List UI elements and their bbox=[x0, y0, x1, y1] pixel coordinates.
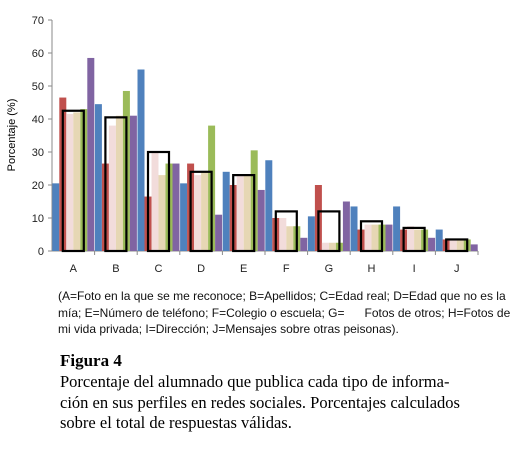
bar bbox=[342, 201, 350, 251]
caption-line: Porcentaje del alumnado que publica cada… bbox=[60, 372, 450, 391]
bar bbox=[243, 175, 251, 251]
bar bbox=[215, 214, 223, 251]
total-outline-bar bbox=[317, 210, 341, 253]
caption-line: ción en sus perfiles en redes sociales. … bbox=[60, 392, 460, 412]
bar bbox=[470, 244, 478, 251]
y-axis-label: Porcentaje (%) bbox=[6, 99, 18, 172]
figure-title: Figura 4 bbox=[60, 351, 122, 370]
bar bbox=[222, 171, 230, 251]
bar bbox=[201, 171, 209, 251]
bar bbox=[52, 183, 60, 251]
x-tick-label: H bbox=[368, 263, 376, 275]
bar bbox=[129, 115, 137, 251]
bar bbox=[172, 163, 180, 251]
bar bbox=[407, 226, 415, 251]
total-outline-bar bbox=[189, 170, 213, 253]
bar bbox=[414, 229, 422, 251]
y-tick-label: 70 bbox=[32, 15, 44, 27]
total-outline-layer bbox=[61, 109, 469, 253]
bar bbox=[321, 242, 329, 251]
bar bbox=[108, 125, 116, 251]
bar bbox=[428, 237, 436, 251]
bar bbox=[115, 115, 123, 251]
y-tick-label: 60 bbox=[32, 48, 44, 60]
total-outline-bar bbox=[359, 220, 384, 253]
total-outline-bar bbox=[61, 109, 85, 253]
bar bbox=[350, 206, 358, 251]
total-outline-bar bbox=[445, 238, 469, 253]
bar bbox=[435, 229, 443, 251]
bar bbox=[393, 206, 401, 251]
total-outline-bar bbox=[274, 210, 298, 253]
y-tick-label: 30 bbox=[32, 147, 44, 159]
bar bbox=[94, 104, 102, 252]
x-tick-label: C bbox=[155, 263, 163, 275]
bar bbox=[87, 57, 95, 252]
total-outline-bar bbox=[104, 116, 128, 253]
x-tick-label: J bbox=[454, 263, 460, 275]
bar bbox=[286, 226, 294, 251]
x-tick-label: D bbox=[197, 263, 205, 275]
bar bbox=[371, 224, 379, 251]
bar bbox=[307, 216, 315, 251]
x-label-layer: A B C D E F G H I J bbox=[70, 263, 460, 275]
bar bbox=[180, 183, 188, 251]
x-tick-label: A bbox=[70, 263, 78, 275]
total-outline-bar bbox=[146, 150, 171, 253]
bar bbox=[385, 224, 393, 251]
bar bbox=[364, 224, 372, 251]
x-tick-label: E bbox=[240, 263, 247, 275]
y-tick-label: 50 bbox=[32, 81, 44, 93]
bar bbox=[300, 237, 308, 251]
caption-line: sobre el total de respuestas válidas. bbox=[60, 413, 292, 432]
bar bbox=[257, 189, 265, 251]
x-tick-label: I bbox=[413, 263, 416, 275]
bar bbox=[66, 114, 74, 251]
x-tick-label: B bbox=[112, 263, 119, 275]
bar bbox=[73, 112, 81, 252]
y-tick-label: 40 bbox=[32, 114, 44, 126]
total-outline-bar bbox=[402, 226, 426, 253]
total-outline-bar bbox=[232, 174, 256, 253]
bar bbox=[449, 239, 457, 251]
x-tick-label: F bbox=[283, 263, 290, 275]
bar bbox=[194, 175, 202, 251]
bar bbox=[137, 69, 145, 251]
y-tick-label: 20 bbox=[32, 180, 44, 192]
bar bbox=[265, 160, 273, 251]
y-tick-label: 0 bbox=[38, 246, 44, 258]
category-legend-note: (A=Foto en la que se me reconoce; B=Apel… bbox=[58, 289, 514, 336]
bar bbox=[328, 242, 336, 251]
bar bbox=[236, 175, 244, 251]
bar bbox=[158, 175, 166, 251]
y-tick-label: 10 bbox=[32, 213, 44, 225]
bar bbox=[456, 239, 464, 251]
bar-chart: Porcentaje (%) 0 10 20 30 40 50 60 70 A B C D E F G H I… bbox=[6, 15, 479, 275]
bar-layer bbox=[52, 57, 478, 252]
x-tick-label: G bbox=[325, 263, 334, 275]
figure-caption: Porcentaje del alumnado que publica cada… bbox=[60, 372, 500, 434]
bar bbox=[151, 152, 159, 251]
bar bbox=[279, 218, 287, 251]
